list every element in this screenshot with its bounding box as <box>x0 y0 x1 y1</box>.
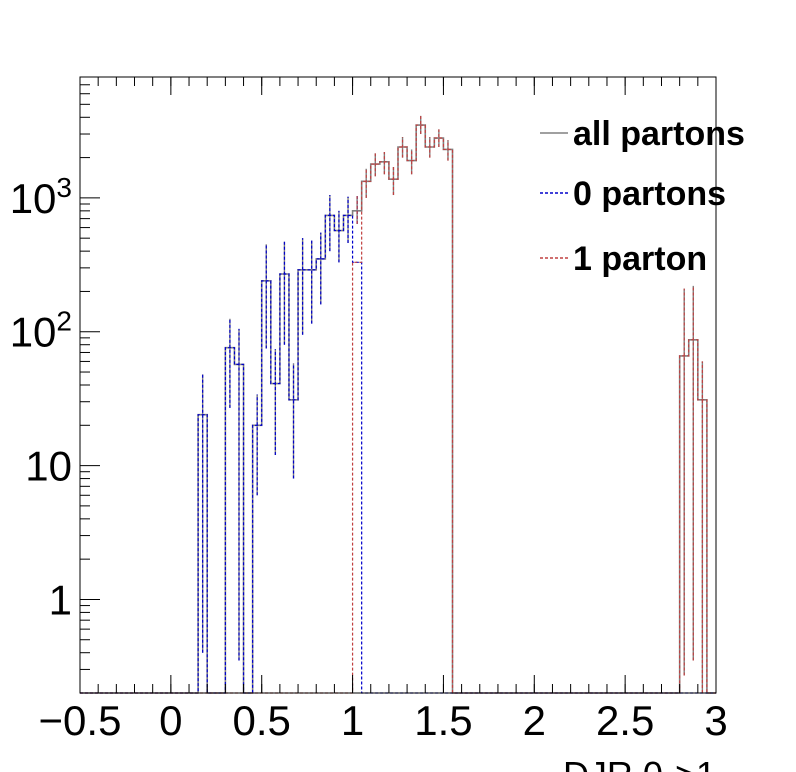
y-tick-label: 103 <box>10 172 72 222</box>
x-tick-label: 1.5 <box>414 697 472 744</box>
x-tick-label: 2.5 <box>596 697 654 744</box>
legend-entry-0: all partons <box>573 115 745 153</box>
y-tick-label: 102 <box>10 306 72 356</box>
axis-ticks <box>79 76 717 694</box>
axis-tick-labels: −0.5 0 0.5 1 1.5 2 2.5 3 1 10 102 103 <box>10 172 728 744</box>
series-path-1 <box>80 214 716 694</box>
x-tick-label: 2 <box>523 697 546 744</box>
y-tick-label: 1 <box>49 576 72 623</box>
x-tick-label: 0.5 <box>233 697 291 744</box>
x-tick-label: 0 <box>159 697 182 744</box>
y-tick-label: 10 <box>25 443 72 490</box>
legend-entry-2: 1 parton <box>573 240 707 278</box>
x-tick-label: 1 <box>341 697 364 744</box>
legend: all partons 0 partons 1 parton <box>540 115 745 278</box>
x-tick-label: 3 <box>704 697 727 744</box>
x-axis-title: DJR 0->1 <box>563 754 716 772</box>
x-tick-label: −0.5 <box>39 697 122 744</box>
legend-entry-1: 0 partons <box>573 175 726 213</box>
